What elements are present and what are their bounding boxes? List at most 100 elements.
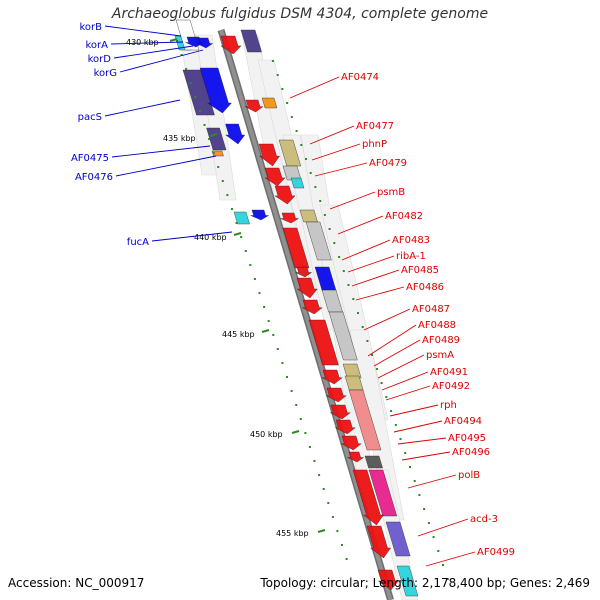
minor-tick bbox=[290, 116, 293, 118]
minor-tick bbox=[267, 320, 270, 322]
minor-tick bbox=[341, 544, 343, 546]
gene-fucA bbox=[233, 211, 250, 225]
minor-tick bbox=[446, 578, 449, 580]
genome-summary: Topology: circular; Length: 2,178,400 bp… bbox=[260, 576, 590, 590]
minor-tick bbox=[253, 278, 256, 280]
label-leader bbox=[111, 145, 211, 158]
minor-tick bbox=[328, 228, 331, 230]
gene-label-AF0492: AF0492 bbox=[432, 381, 470, 392]
gene-label-AF0476: AF0476 bbox=[75, 172, 113, 183]
gene-AF0494 bbox=[335, 419, 356, 435]
gene-AF0499-b bbox=[396, 565, 419, 597]
gene-AF0475 bbox=[206, 127, 227, 151]
gene-label-AF0475: AF0475 bbox=[71, 153, 109, 164]
minor-tick bbox=[249, 264, 252, 266]
minor-tick bbox=[189, 82, 192, 84]
gene-label-AF0485: AF0485 bbox=[401, 265, 439, 276]
minor-tick bbox=[258, 292, 261, 294]
minor-tick bbox=[314, 186, 317, 188]
label-leader bbox=[407, 474, 457, 489]
gene-pacS-b bbox=[199, 67, 232, 114]
gene-phnP bbox=[278, 139, 302, 167]
label-leader bbox=[151, 231, 233, 242]
label-leader bbox=[347, 255, 395, 273]
minor-tick bbox=[221, 180, 224, 182]
minor-tick bbox=[180, 54, 183, 56]
gene-AF0489 bbox=[322, 369, 343, 385]
gene-label-AF0479: AF0479 bbox=[369, 158, 407, 169]
minor-tick bbox=[432, 536, 435, 538]
minor-tick bbox=[313, 460, 316, 462]
gene-label-phnP: phnP bbox=[362, 139, 387, 150]
minor-tick bbox=[333, 242, 336, 244]
minor-tick bbox=[442, 564, 444, 566]
minor-tick bbox=[371, 354, 374, 356]
kbp-tick bbox=[261, 328, 270, 334]
minor-tick bbox=[276, 74, 279, 76]
minor-tick bbox=[336, 530, 339, 532]
minor-tick bbox=[437, 550, 440, 552]
gene-label-pacS: pacS bbox=[78, 112, 102, 123]
minor-tick bbox=[423, 508, 426, 510]
minor-tick bbox=[286, 376, 288, 378]
label-leader bbox=[389, 404, 439, 417]
minor-tick bbox=[361, 326, 364, 328]
gene-label-korD: korD bbox=[88, 54, 112, 65]
minor-tick bbox=[198, 110, 201, 112]
label-leader bbox=[110, 41, 184, 45]
kbp-label: 445 kbp bbox=[222, 330, 255, 339]
label-leader bbox=[341, 239, 391, 261]
minor-tick bbox=[295, 404, 298, 406]
gene-label-korG: korG bbox=[94, 68, 117, 79]
minor-tick bbox=[276, 348, 279, 350]
kbp-label: 440 kbp bbox=[194, 233, 227, 242]
minor-tick bbox=[281, 362, 284, 364]
gene-AF0473-b bbox=[240, 29, 262, 53]
gene-AF0479-c bbox=[290, 177, 305, 189]
kbp-tick bbox=[317, 528, 326, 534]
gene-acd-3 bbox=[366, 525, 391, 559]
gene-fucA-b bbox=[250, 209, 270, 221]
minor-tick bbox=[309, 172, 312, 174]
label-leader bbox=[381, 371, 429, 391]
gene-AF0475-b bbox=[225, 123, 246, 145]
gene-label-rph: rph bbox=[440, 400, 457, 411]
gene-psmA bbox=[326, 387, 347, 403]
accession-label: Accession: NC_000917 bbox=[8, 576, 145, 590]
gene-AF0496 bbox=[347, 451, 365, 463]
minor-tick bbox=[240, 236, 243, 238]
label-leader bbox=[397, 437, 447, 445]
label-leader bbox=[417, 518, 469, 537]
minor-tick bbox=[318, 474, 321, 476]
gene-polB bbox=[368, 469, 398, 517]
gene-label-AF0494: AF0494 bbox=[444, 416, 482, 427]
gene-AF0495 bbox=[341, 435, 362, 451]
gene-korG bbox=[196, 37, 214, 49]
gene-polB-b bbox=[352, 469, 384, 526]
gene-label-AF0487: AF0487 bbox=[412, 304, 450, 315]
gene-psmA-b bbox=[342, 363, 362, 379]
minor-tick bbox=[281, 88, 284, 90]
minor-tick bbox=[272, 334, 275, 336]
gene-AF0492 bbox=[348, 389, 382, 451]
label-leader bbox=[314, 162, 368, 177]
minor-tick bbox=[418, 494, 421, 496]
kbp-tick bbox=[291, 429, 300, 435]
minor-tick bbox=[413, 480, 416, 482]
kbp-label: 450 kbp bbox=[250, 430, 283, 439]
label-leader bbox=[104, 25, 182, 37]
gene-label-AF0488: AF0488 bbox=[418, 320, 456, 331]
minor-tick bbox=[290, 390, 293, 392]
genome-title: Archaeoglobus fulgidus DSM 4304, complet… bbox=[111, 6, 489, 22]
minor-tick bbox=[226, 194, 229, 196]
label-leader bbox=[367, 324, 417, 357]
minor-tick bbox=[404, 452, 407, 454]
minor-tick bbox=[208, 138, 211, 140]
gene-label-AF0499: AF0499 bbox=[477, 547, 515, 558]
minor-tick bbox=[299, 418, 302, 420]
label-leader bbox=[401, 451, 451, 461]
gene-label-AF0482: AF0482 bbox=[385, 211, 423, 222]
minor-tick bbox=[319, 200, 322, 202]
gene-label-acd-3: acd-3 bbox=[470, 514, 498, 525]
